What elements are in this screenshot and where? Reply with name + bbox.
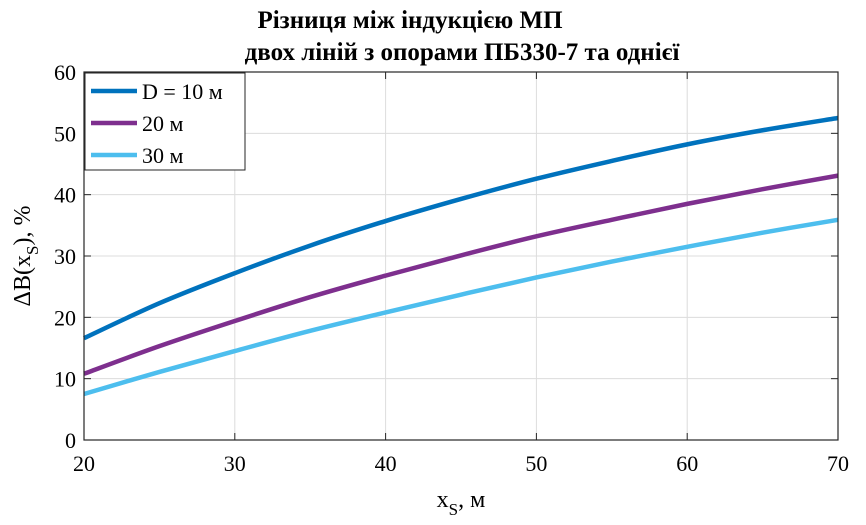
x-tick-label: 70 bbox=[827, 451, 849, 476]
y-tick-label: 0 bbox=[65, 428, 76, 453]
legend: D = 10 м 20 м 30 м bbox=[84, 72, 246, 171]
series-line-0 bbox=[83, 115, 839, 341]
legend-label-1: 20 м bbox=[142, 111, 184, 136]
x-tick-label: 50 bbox=[525, 451, 547, 476]
x-tick-label: 60 bbox=[676, 451, 698, 476]
x-tick-labels: 20 30 40 50 60 70 bbox=[73, 451, 849, 476]
y-tick-label: 40 bbox=[54, 183, 76, 208]
x-tick-label: 20 bbox=[73, 451, 95, 476]
y-axis-label-sub: S bbox=[23, 246, 42, 255]
y-axis-label-suffix: ), % bbox=[10, 206, 36, 246]
y-tick-label: 10 bbox=[54, 367, 76, 392]
chart-title-line-1: Різниця між індукцією МП bbox=[257, 7, 562, 34]
x-axis-label-suffix: , м bbox=[458, 487, 485, 513]
x-axis-label-sub: S bbox=[449, 500, 458, 519]
series-line-1 bbox=[83, 173, 839, 376]
x-tick-label: 40 bbox=[375, 451, 397, 476]
chart-title-line-2: двох ліній з опорами ПБ330-7 та однієї bbox=[245, 39, 681, 66]
y-axis-label-prefix: ΔB(x bbox=[10, 255, 36, 306]
y-tick-label: 50 bbox=[54, 121, 76, 146]
y-tick-label: 60 bbox=[54, 60, 76, 85]
plot-frame bbox=[83, 71, 839, 441]
y-tick-label: 20 bbox=[54, 305, 76, 330]
legend-items: D = 10 м 20 м 30 м bbox=[91, 79, 223, 168]
y-axis-label: ΔB(xS), % bbox=[10, 206, 42, 307]
legend-label-0: D = 10 м bbox=[142, 79, 223, 104]
legend-label-2: 30 м bbox=[142, 143, 184, 168]
series-line-2 bbox=[83, 217, 839, 397]
y-tick-labels: 0 10 20 30 40 50 60 bbox=[54, 60, 76, 453]
x-axis-label-main: x bbox=[437, 487, 449, 513]
y-tick-label: 30 bbox=[54, 244, 76, 269]
x-tick-label: 30 bbox=[224, 451, 246, 476]
x-axis-label: xS, м bbox=[437, 487, 486, 519]
series-lines bbox=[83, 115, 839, 397]
